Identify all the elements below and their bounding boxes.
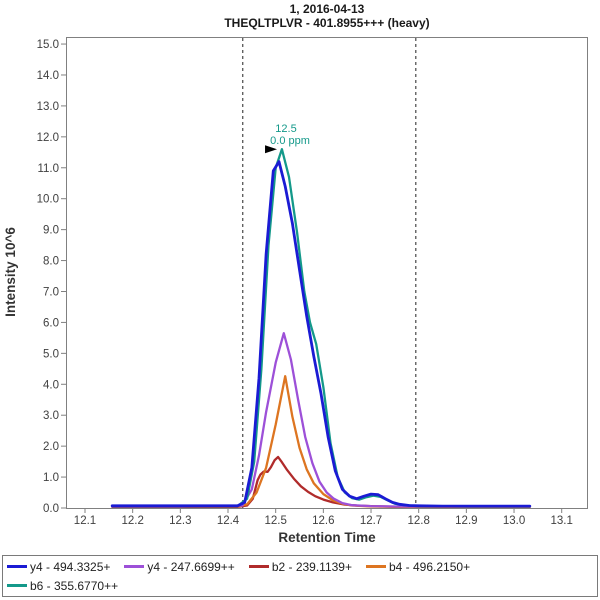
x-tick-label: 12.5 <box>264 515 286 527</box>
y-tick-label: 8.0 <box>43 256 59 268</box>
legend-swatch-icon <box>7 565 27 568</box>
y-axis-title: Intensity 10^6 <box>3 227 18 317</box>
legend-label: y4 - 494.3325+ <box>30 559 111 574</box>
y-tick-label: 7.0 <box>43 286 59 298</box>
trace-y4[interactable] <box>110 160 532 508</box>
x-tick-label: 13.0 <box>503 515 525 527</box>
chromatogram-plot[interactable]: 0.0 1.0 2.0 3.0 4.0 5.0 6.0 7.0 8.0 9.0 10.0 11.0 12… <box>0 0 600 555</box>
trace-b6[interactable] <box>111 148 531 508</box>
y-tick-label: 11.0 <box>37 163 59 175</box>
legend-swatch-icon <box>124 565 145 568</box>
x-tick-label: 12.4 <box>217 515 240 527</box>
legend-row: y4 - 494.3325+ y4 - 247.6699++ b2 - 239.11… <box>7 557 593 576</box>
y-tick-label: 5.0 <box>43 348 59 360</box>
legend-row: b6 - 355.6770++ <box>7 576 593 595</box>
y-tick-label: 4.0 <box>43 379 59 391</box>
y-tick-label: 9.0 <box>43 225 59 237</box>
legend-label: b6 - 355.6770++ <box>30 578 119 593</box>
chart-title-replicate: 1, 2016-04-13 <box>289 2 365 16</box>
legend-box: y4 - 494.3325+ y4 - 247.6699++ b2 - 239.11… <box>2 555 598 597</box>
y-tick-label: 2.0 <box>43 441 59 453</box>
plot-frame[interactable] <box>66 37 588 509</box>
y-tick-label: 15.0 <box>37 39 59 51</box>
legend-label: y4 - 247.6699++ <box>147 559 235 574</box>
peak-ppm-label[interactable]: 0.0 ppm <box>270 135 310 147</box>
y-tick-label: 6.0 <box>43 317 59 329</box>
y-tick-label: 14.0 <box>37 70 59 82</box>
x-tick-label: 12.1 <box>74 515 96 527</box>
y-tick-label: 1.0 <box>43 472 59 484</box>
legend-label: b4 - 496.2150+ <box>389 559 471 574</box>
x-tick-label: 13.1 <box>551 515 573 527</box>
legend-item: b4 - 496.2150+ <box>366 560 470 574</box>
legend-item: b6 - 355.6770++ <box>7 579 118 593</box>
peak-pointer-icon <box>265 145 278 154</box>
legend-item: b2 - 239.1139+ <box>248 559 352 574</box>
x-tick-label: 12.8 <box>407 515 429 527</box>
legend-swatch-icon <box>7 584 27 587</box>
y-tick-label: 3.0 <box>43 410 59 422</box>
legend-item: y4 - 494.3325+ <box>7 560 110 574</box>
x-tick-label: 12.9 <box>455 515 477 527</box>
x-tick-label: 12.7 <box>360 515 382 527</box>
legend-swatch-icon <box>366 565 386 568</box>
x-tick-label: 12.2 <box>121 515 143 527</box>
legend-item: y4 - 247.6699++ <box>124 559 235 574</box>
legend-label: b2 - 239.1139+ <box>271 559 352 574</box>
x-axis-title: Retention Time <box>278 530 376 545</box>
y-tick-label: 0.0 <box>43 503 59 515</box>
peak-rt-label[interactable]: 12.5 <box>275 123 296 135</box>
y-tick-label: 12.0 <box>37 132 59 144</box>
x-tick-label: 12.6 <box>312 515 334 527</box>
y-tick-label: 10.0 <box>37 194 59 206</box>
legend-swatch-icon <box>248 565 269 568</box>
chart-title-peptide: THEQLTPLVR - 401.8955+++ (heavy) <box>224 16 430 30</box>
y-tick-label: 13.0 <box>37 101 59 113</box>
x-tick-label: 12.3 <box>169 515 191 527</box>
trace-y4[interactable] <box>111 332 531 508</box>
